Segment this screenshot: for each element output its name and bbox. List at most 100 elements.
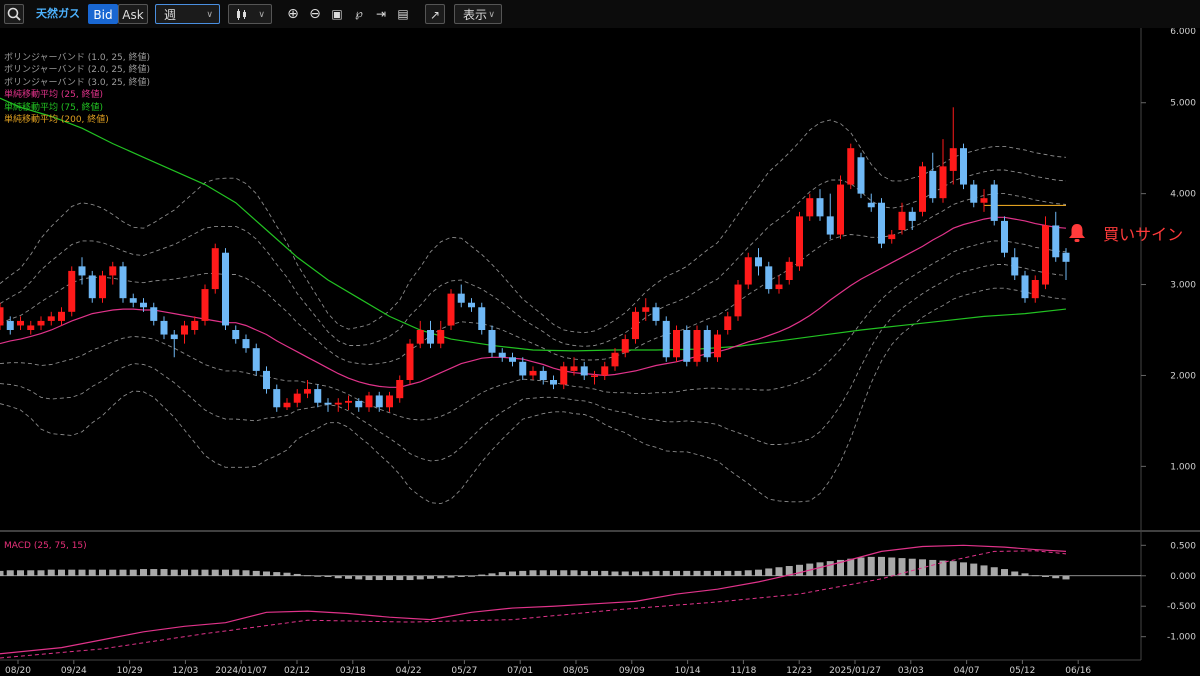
candle-body bbox=[642, 307, 650, 312]
bollinger-band-line bbox=[0, 169, 1067, 347]
candle-body bbox=[68, 270, 76, 312]
macd-histogram-bar bbox=[980, 565, 988, 576]
chevron-down-icon: ∨ bbox=[206, 10, 213, 20]
candle-body bbox=[334, 402, 342, 405]
candle bbox=[27, 320, 35, 335]
macd-histogram-bar bbox=[427, 575, 434, 579]
indicator-icon[interactable]: ↗ bbox=[425, 4, 445, 24]
document-icon[interactable]: ▤ bbox=[397, 7, 409, 21]
candle bbox=[611, 348, 619, 371]
macd-histogram-bar bbox=[488, 573, 496, 576]
candle bbox=[68, 266, 76, 317]
candle bbox=[550, 375, 557, 390]
axis-scale-icon[interactable]: ℘ bbox=[355, 7, 363, 20]
macd-histogram-bar bbox=[724, 570, 732, 576]
display-select[interactable]: 表示 ∨ bbox=[454, 4, 502, 24]
candle bbox=[980, 189, 988, 212]
ask-button[interactable]: Ask bbox=[118, 4, 148, 24]
instrument-name[interactable]: 天然ガス bbox=[36, 7, 80, 20]
candle bbox=[396, 375, 404, 403]
candle bbox=[652, 302, 660, 326]
search-icon[interactable] bbox=[4, 4, 24, 24]
legend-item[interactable]: 単純移動平均 (75, 終値) bbox=[4, 102, 104, 113]
macd-histogram-bar bbox=[375, 575, 383, 581]
legend-item[interactable]: 単純移動平均 (25, 終値) bbox=[4, 90, 104, 101]
macd-histogram-bar bbox=[1062, 575, 1070, 580]
legend-item[interactable]: ボリンジャーバンド (1.0, 25, 終値) bbox=[4, 53, 151, 63]
candle-body bbox=[488, 330, 496, 353]
chart-type-select[interactable]: ∨ bbox=[228, 4, 272, 24]
candle bbox=[324, 398, 332, 412]
candle bbox=[847, 143, 855, 190]
candle bbox=[263, 366, 270, 394]
macd-histogram-bar bbox=[457, 575, 465, 577]
macd-histogram-bar bbox=[570, 570, 578, 576]
x-tick-label: 03/03 bbox=[898, 666, 924, 676]
macd-histogram-bar bbox=[283, 572, 291, 576]
candle bbox=[47, 311, 55, 326]
candle bbox=[427, 320, 434, 349]
macd-title: MACD (25, 75, 15) bbox=[4, 541, 87, 551]
x-tick-label: 2024/01/07 bbox=[215, 666, 267, 676]
candle-body bbox=[58, 311, 65, 321]
candle bbox=[170, 330, 178, 358]
bid-button[interactable]: Bid bbox=[88, 4, 118, 24]
macd-histogram-bar bbox=[632, 571, 639, 576]
legend-item[interactable]: ボリンジャーバンド (3.0, 25, 終値) bbox=[4, 77, 151, 88]
macd-histogram-bar bbox=[191, 569, 199, 576]
candle bbox=[181, 320, 188, 344]
candle bbox=[642, 298, 650, 321]
y-tick-label: 3.000 bbox=[1170, 281, 1196, 291]
candle bbox=[837, 175, 844, 240]
macd-histogram-bar bbox=[304, 575, 311, 577]
candle bbox=[437, 320, 445, 349]
candle-body bbox=[662, 320, 670, 358]
candle-body bbox=[1042, 225, 1049, 285]
y-tick-label: 4.000 bbox=[1170, 190, 1196, 200]
zoom-out-icon[interactable]: ⊖ bbox=[309, 6, 321, 22]
macd-histogram-bar bbox=[591, 570, 598, 576]
candle bbox=[785, 257, 793, 285]
buy-signal-label: 買いサイン bbox=[1103, 225, 1184, 244]
candle bbox=[0, 302, 4, 330]
bollinger-band-line bbox=[0, 119, 1067, 334]
macd-histogram-bar bbox=[27, 570, 35, 576]
display-label: 表示 bbox=[463, 8, 488, 22]
macd-y-tick-label: 0.000 bbox=[1170, 572, 1196, 582]
candle-body bbox=[304, 389, 311, 394]
candle-body bbox=[17, 320, 24, 326]
macd-histogram-bar bbox=[949, 561, 957, 576]
macd-histogram-bar bbox=[1001, 569, 1008, 576]
macd-histogram-bar bbox=[468, 575, 475, 577]
macd-histogram-bar bbox=[878, 556, 885, 576]
candle-body bbox=[283, 402, 291, 408]
candle bbox=[314, 384, 322, 408]
candle-body bbox=[560, 366, 568, 385]
candle-body bbox=[406, 343, 414, 380]
candle-body bbox=[1011, 257, 1019, 276]
candle-body bbox=[222, 252, 229, 326]
macd-histogram-bar bbox=[68, 569, 76, 576]
candle-body bbox=[652, 307, 660, 321]
candle-body bbox=[468, 302, 475, 308]
candle bbox=[119, 261, 127, 303]
candle bbox=[796, 211, 803, 271]
candle bbox=[386, 391, 393, 412]
candle-body bbox=[980, 198, 988, 203]
legend-item[interactable]: 単純移動平均 (200, 終値) bbox=[4, 115, 109, 126]
jump-latest-icon[interactable]: ⇥ bbox=[375, 7, 387, 21]
macd-histogram-bar bbox=[929, 559, 937, 576]
legend-item[interactable]: ボリンジャーバンド (2.0, 25, 終値) bbox=[4, 65, 151, 76]
zoom-in-icon[interactable]: ⊕ bbox=[287, 6, 299, 22]
chart-area[interactable]: 1.000 2.000 3.000 4.000 5.000 6.000 0.500 0.000… bbox=[0, 28, 1200, 676]
y-tick-label: 6.000 bbox=[1170, 28, 1196, 37]
fit-screen-icon[interactable]: ▣ bbox=[331, 7, 343, 21]
macd-histogram-bar bbox=[201, 569, 209, 576]
candle bbox=[468, 298, 475, 312]
period-select[interactable]: 週 ∨ bbox=[155, 4, 220, 24]
macd-histogram-bar bbox=[908, 558, 916, 576]
candle-body bbox=[37, 320, 45, 326]
candle bbox=[99, 270, 106, 303]
candle-body bbox=[447, 293, 455, 326]
bollinger-band-line bbox=[0, 264, 1067, 462]
